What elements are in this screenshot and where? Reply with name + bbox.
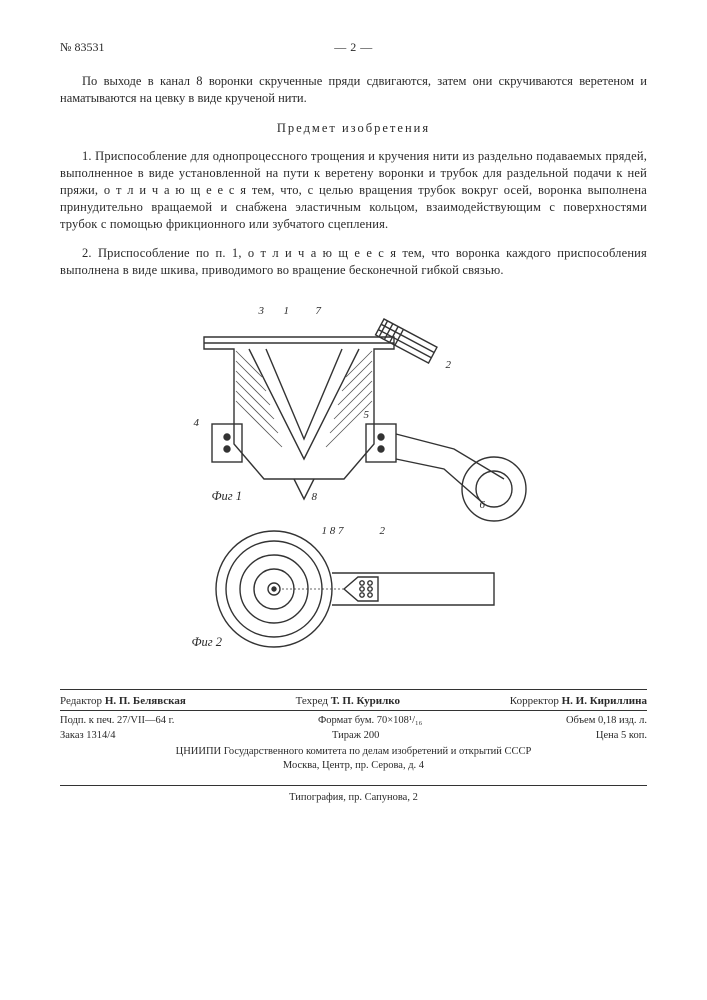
section-title: Предмет изобретения bbox=[60, 121, 647, 136]
part-label-5: 5 bbox=[364, 409, 370, 421]
imprint-line-1: Подп. к печ. 27/VII—64 г. Формат бум. 70… bbox=[60, 715, 647, 726]
techred-credit: Техред Т. П. Курилко bbox=[296, 695, 400, 707]
part-label-6: 6 bbox=[480, 499, 486, 511]
imprint-org: ЦНИИПИ Государственного комитета по дела… bbox=[60, 745, 647, 773]
claim-2: 2. Приспособление по п. 1, о т л и ч а ю… bbox=[60, 245, 647, 279]
part-label-187: 1 8 7 bbox=[322, 525, 344, 537]
part-label-1: 1 bbox=[284, 305, 290, 317]
fig1-label: Фиг 1 bbox=[212, 489, 243, 504]
editor-credit: Редактор Н. П. Белявская bbox=[60, 695, 186, 707]
part-label-8: 8 bbox=[312, 491, 318, 503]
typography-line: Типография, пр. Сапунова, 2 bbox=[60, 785, 647, 803]
fig2-label: Фиг 2 bbox=[192, 635, 223, 650]
corrector-credit: Корректор Н. И. Кириллина bbox=[510, 695, 647, 707]
page-header: № 83531 — 2 — № 83531 bbox=[60, 40, 647, 55]
intro-paragraph: По выходе в канал 8 воронки скрученные п… bbox=[60, 73, 647, 107]
claim-1: 1. Приспособление для однопроцессного тр… bbox=[60, 148, 647, 232]
part-label-4: 4 bbox=[194, 417, 200, 429]
part-label-2b: 2 bbox=[380, 525, 386, 537]
figure-area: 3 1 7 4 5 2 6 8 Фиг 1 1 8 7 2 Фиг 2 bbox=[144, 299, 564, 659]
page-number: — 2 — bbox=[334, 40, 373, 55]
doc-number: № 83531 bbox=[60, 40, 104, 55]
credits-row: Редактор Н. П. Белявская Техред Т. П. Ку… bbox=[60, 689, 647, 711]
part-label-3: 3 bbox=[259, 305, 265, 317]
part-label-2: 2 bbox=[446, 359, 452, 371]
technical-drawing bbox=[144, 299, 564, 659]
part-label-7: 7 bbox=[316, 305, 322, 317]
imprint-line-2: Заказ 1314/4 Тираж 200 Цена 5 коп. bbox=[60, 730, 647, 741]
